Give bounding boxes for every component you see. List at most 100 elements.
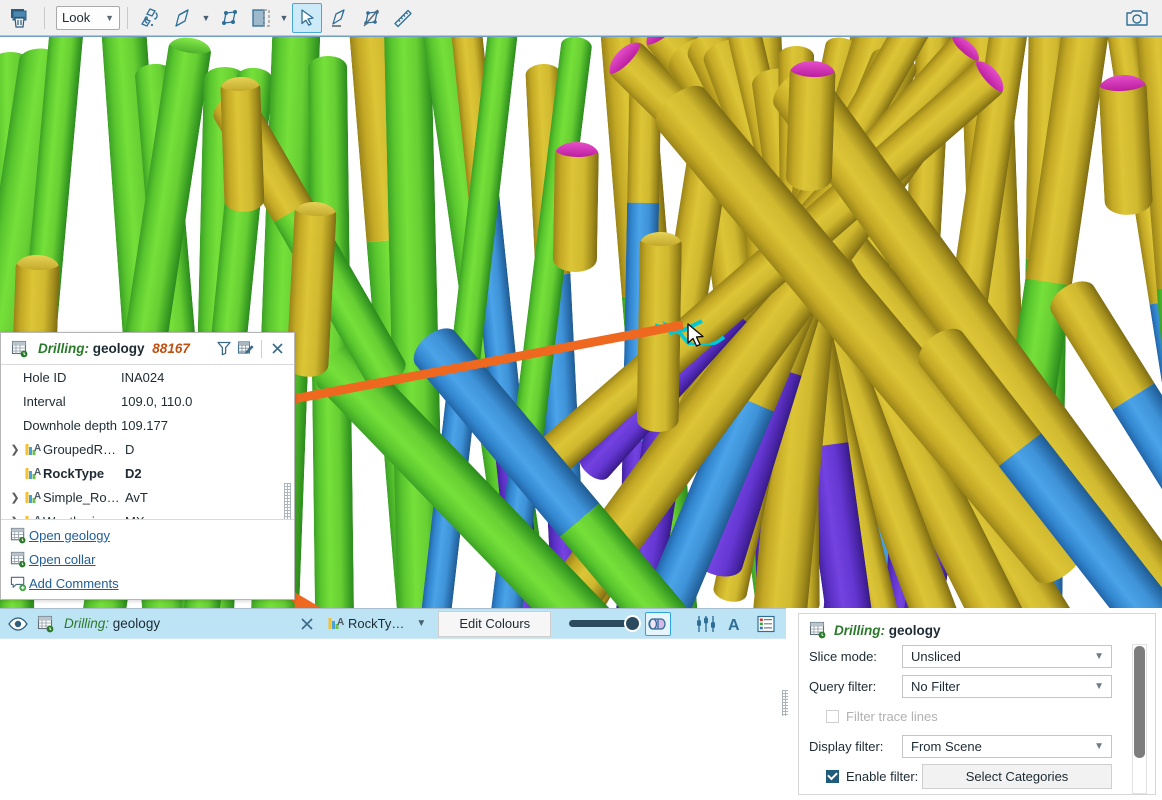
link-row-add-comments[interactable]: Add Comments <box>7 571 294 595</box>
property-label: GroupedR… <box>43 441 116 457</box>
svg-text:A: A <box>728 617 740 633</box>
popup-name: geology <box>92 341 145 356</box>
shape-name: Drilling: geology <box>64 616 294 631</box>
drillhole-table-icon <box>32 615 60 633</box>
add-comments-link[interactable]: Add Comments <box>29 575 119 591</box>
property-row-hole-id: Hole ID INA024 <box>1 365 294 389</box>
text-labels-icon[interactable]: A <box>723 612 749 636</box>
slider-knob[interactable] <box>624 615 642 632</box>
field-label: Slice mode: <box>809 648 877 664</box>
remove-points-icon[interactable] <box>356 3 386 33</box>
camera-snapshot-icon[interactable] <box>1122 3 1152 33</box>
field-label: Display filter: <box>809 738 884 754</box>
size-slider[interactable] <box>569 611 642 637</box>
property-value: D2 <box>125 465 142 481</box>
slider-track <box>569 620 632 627</box>
field-query-filter: Query filter: No Filter ▼ <box>799 671 1155 701</box>
colour-by-select[interactable]: A RockTy… ▼ <box>324 612 430 636</box>
toolbar-separator <box>44 6 45 29</box>
drillhole-info-popup[interactable]: Drilling: geology 88167 <box>0 332 295 600</box>
look-mode-select[interactable]: Look ▼ <box>56 5 120 30</box>
shape-type: Drilling: <box>64 616 110 631</box>
category-attribute-icon: A <box>328 616 344 631</box>
category-attribute-icon: A <box>23 490 43 505</box>
expand-chevron-icon[interactable]: ❯ <box>7 515 23 520</box>
svg-text:A: A <box>34 515 41 520</box>
open-collar-link[interactable]: Open collar <box>29 551 96 567</box>
cylinder-display-icon[interactable] <box>645 611 672 636</box>
shape-list-row[interactable]: Drilling: geology A RockTy… <box>0 609 786 639</box>
popup-header: Drilling: geology 88167 <box>1 333 294 365</box>
property-value: 109.0, 110.0 <box>121 393 193 409</box>
measure-ruler-icon[interactable] <box>388 3 418 33</box>
legend-icon[interactable] <box>753 612 779 636</box>
link-row-open-geology[interactable]: Open geology <box>7 523 294 547</box>
select-pointer-icon[interactable] <box>292 2 322 33</box>
expand-chevron-icon[interactable]: ❯ <box>10 443 20 456</box>
link-row-open-collar[interactable]: Open collar <box>7 547 294 571</box>
property-value: D <box>125 441 135 457</box>
popup-scrollbar[interactable] <box>284 483 291 519</box>
chevron-down-icon: ▼ <box>1094 650 1104 662</box>
category-attribute-icon: A <box>23 514 43 520</box>
rotate-objects-icon[interactable] <box>136 3 166 33</box>
field-label: Query filter: <box>809 678 877 694</box>
downhole-columns-icon[interactable] <box>693 612 719 636</box>
property-label: Weatherin… <box>43 514 125 520</box>
property-value: INA024 <box>121 369 165 385</box>
field-filter-trace-lines: Filter trace lines <box>799 701 1155 731</box>
shape-list-panel: Drilling: geology A RockTy… <box>0 608 786 800</box>
query-filter-select[interactable]: No Filter ▼ <box>902 674 1112 698</box>
property-row-simple-rock[interactable]: ❯ A Simple_Ro… AvT <box>1 485 294 509</box>
eye-icon[interactable] <box>4 616 32 631</box>
header-divider <box>261 339 262 358</box>
svg-text:A: A <box>34 443 41 454</box>
property-label: RockType <box>43 465 105 481</box>
chevron-down-icon[interactable]: ▼ <box>201 12 211 23</box>
close-icon[interactable] <box>266 337 288 361</box>
drillhole-table-icon <box>9 337 31 361</box>
select-categories-button[interactable]: Select Categories <box>922 763 1112 789</box>
delete-scene-icon[interactable] <box>6 3 36 33</box>
chevron-down-icon: ▼ <box>416 618 427 629</box>
edit-colours-button[interactable]: Edit Colours <box>438 610 552 637</box>
property-row-rocktype[interactable]: A RockType D2 <box>1 461 294 485</box>
shape-label: geology <box>112 616 161 631</box>
draw-line-icon[interactable] <box>324 3 354 33</box>
drillhole-cylinder <box>552 141 599 273</box>
open-table-icon <box>7 551 29 568</box>
slice-mode-select[interactable]: Unsliced ▼ <box>902 644 1112 668</box>
draw-polyline-icon[interactable] <box>168 3 198 33</box>
slice-mode-value: Unsliced <box>911 648 961 664</box>
property-label: Interval <box>23 393 66 409</box>
property-label: Hole ID <box>23 369 67 385</box>
slicer-icon[interactable] <box>246 3 276 33</box>
properties-scrollbar[interactable] <box>1132 644 1147 794</box>
toolbar-separator <box>127 6 128 29</box>
filter-funnel-icon[interactable] <box>213 337 235 361</box>
property-row-weathering[interactable]: ❯ A Weatherin… MX <box>1 509 294 519</box>
property-value: MX <box>125 514 294 520</box>
chevron-down-icon[interactable]: ▼ <box>279 12 289 23</box>
enable-filter-checkbox[interactable] <box>826 769 839 783</box>
properties-title-text: Drilling: geology <box>834 623 941 638</box>
popup-action-links: Open geology Open collar <box>1 519 294 599</box>
popup-property-list[interactable]: Hole ID INA024 Interval 109.0, 110.0 Dow… <box>1 365 294 519</box>
field-enable-filter: Enable filter: Select Categories <box>799 761 1155 791</box>
display-filter-select[interactable]: From Scene ▼ <box>902 734 1112 758</box>
property-row-groupedrock[interactable]: ❯ A GroupedR… D <box>1 437 294 461</box>
open-geology-link[interactable]: Open geology <box>29 527 110 543</box>
close-icon[interactable] <box>294 616 320 632</box>
filter-trace-lines-checkbox <box>826 709 839 723</box>
add-comment-icon <box>7 575 29 592</box>
property-row-downhole-depth: Downhole depth 109.177 <box>1 413 294 437</box>
expand-chevron-icon[interactable]: ❯ <box>10 491 20 504</box>
scrollbar-thumb[interactable] <box>1134 646 1145 758</box>
drillhole-cylinder <box>636 231 682 433</box>
edit-table-icon[interactable] <box>235 337 257 361</box>
panel-splitter-grip[interactable] <box>782 690 788 716</box>
move-points-icon[interactable] <box>214 3 244 33</box>
svg-text:A: A <box>337 617 344 628</box>
properties-type: Drilling: <box>834 622 885 638</box>
property-label: Simple_Ro… <box>43 489 120 505</box>
